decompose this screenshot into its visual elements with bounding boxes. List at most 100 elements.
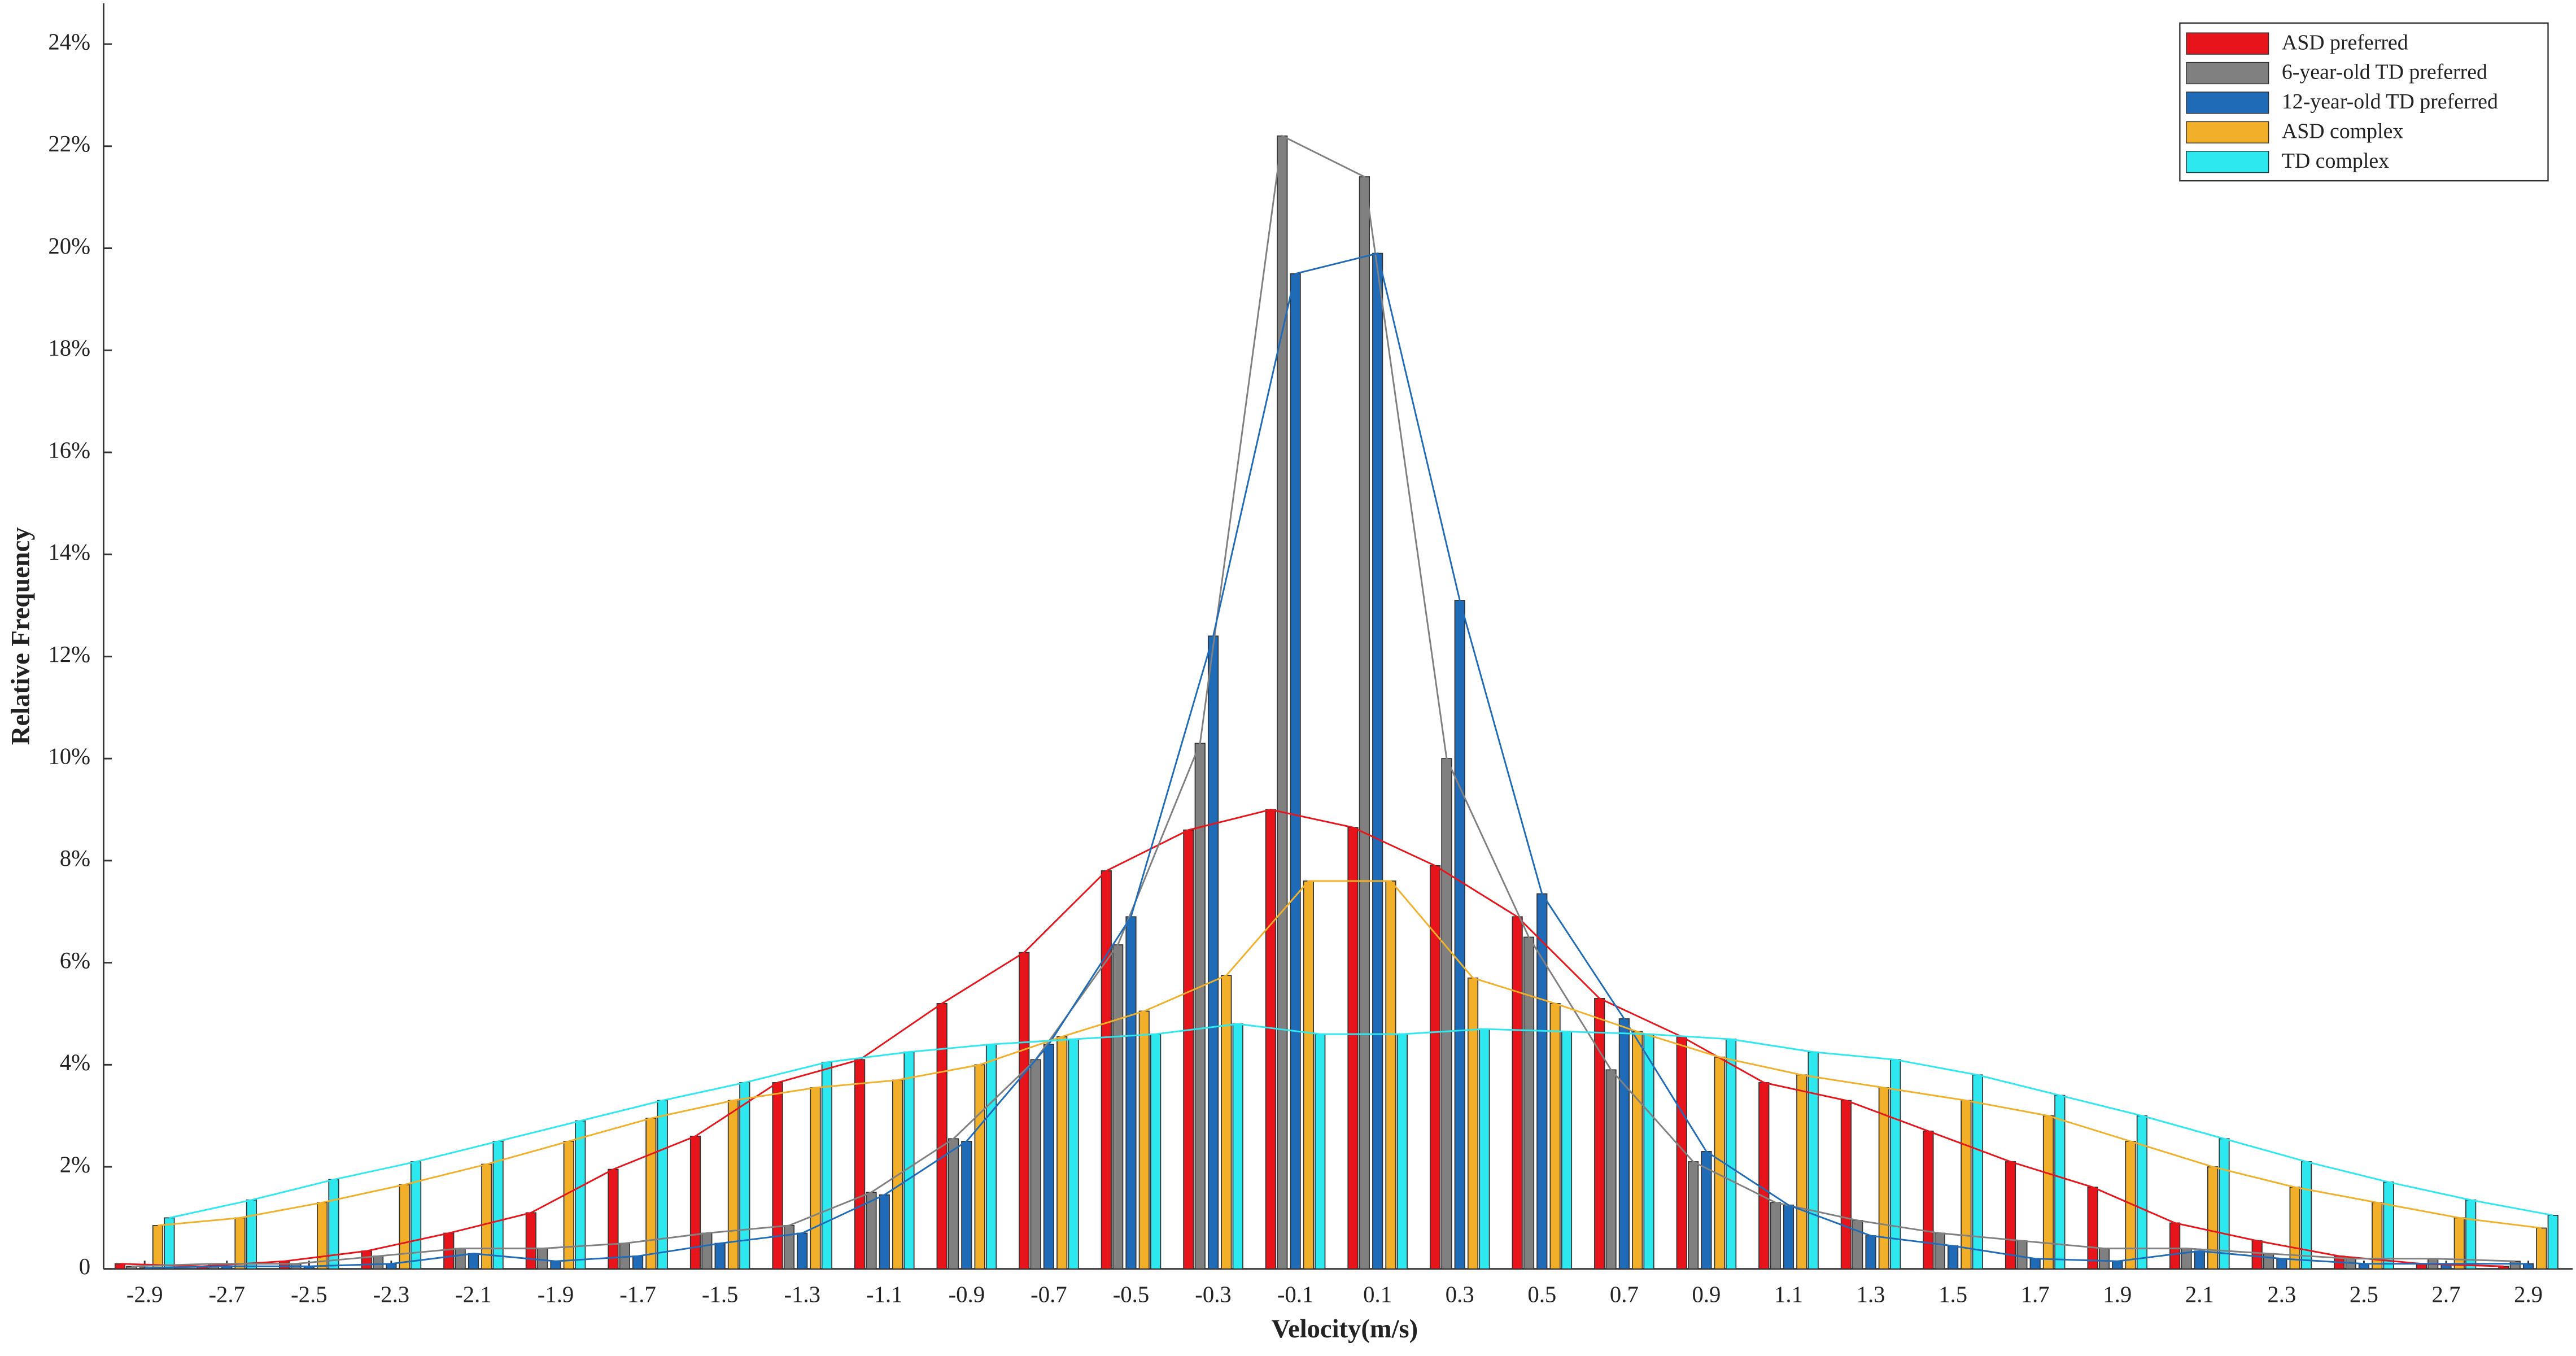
bar [1221, 975, 1232, 1270]
x-tick-label: 0.5 [1527, 1282, 1556, 1307]
x-tick-label: 1.7 [2021, 1282, 2050, 1307]
bar [537, 1248, 548, 1270]
bar [152, 1225, 164, 1270]
series-line [120, 809, 2504, 1267]
bar [1467, 977, 1479, 1270]
bar [1303, 880, 1314, 1270]
bar [1632, 1031, 1643, 1270]
bar [1890, 1059, 1901, 1270]
bar [2465, 1199, 2477, 1270]
series-line [145, 252, 2529, 1269]
bar [1643, 1034, 1654, 1270]
x-tick-label: -0.3 [1195, 1282, 1232, 1307]
bar [1561, 1031, 1573, 1270]
bar [1043, 1044, 1055, 1270]
bar [772, 1082, 783, 1270]
bar [797, 1232, 808, 1270]
bar [1618, 1018, 1630, 1270]
legend-swatch [2186, 121, 2269, 143]
y-tick-label: 0 [79, 1254, 90, 1279]
bar [1512, 916, 1523, 1270]
y-tick-label: 10% [48, 744, 90, 769]
bar [1605, 1069, 1617, 1270]
bar [1347, 827, 1359, 1270]
x-tick-label: 0.3 [1446, 1282, 1474, 1307]
bar [2169, 1222, 2181, 1270]
y-tick-label: 8% [60, 845, 90, 871]
bar [2042, 1115, 2054, 1270]
bar [1852, 1220, 1863, 1270]
series-line [169, 1023, 2553, 1219]
bar [1948, 1245, 1959, 1270]
bar [2536, 1227, 2547, 1270]
bar [2251, 1240, 2263, 1270]
bar [481, 1163, 492, 1270]
x-tick-label: 2.5 [2350, 1282, 2378, 1307]
legend-label: 12-year-old TD preferred [2282, 90, 2498, 114]
x-tick-label: -0.1 [1277, 1282, 1314, 1307]
bar [689, 1135, 701, 1270]
y-tick-label: 6% [60, 948, 90, 973]
bar [1315, 1034, 1326, 1270]
legend-swatch [2186, 32, 2269, 55]
legend-label: 6-year-old TD preferred [2282, 60, 2487, 84]
y-tick-label: 16% [48, 437, 90, 463]
bar [2276, 1258, 2287, 1270]
bar [1019, 952, 1030, 1270]
bar [879, 1194, 890, 1270]
x-axis-label: Velocity(m/s) [1272, 1315, 1418, 1344]
bar [961, 1140, 972, 1270]
bar [1770, 1202, 1781, 1270]
series-line [131, 134, 2516, 1267]
x-tick-label: -0.9 [949, 1282, 985, 1307]
bar [1549, 1003, 1561, 1270]
legend-swatch [2186, 91, 2269, 114]
bar [1265, 809, 1277, 1270]
x-tick-label: -0.7 [1031, 1282, 1067, 1307]
bar [2219, 1138, 2230, 1270]
y-tick-label: 22% [48, 131, 90, 156]
bar [974, 1064, 985, 1270]
bar [1840, 1100, 1852, 1270]
bar [1934, 1232, 1945, 1270]
bar [455, 1248, 466, 1270]
bar [550, 1261, 561, 1270]
legend-label: ASD preferred [2282, 30, 2408, 54]
x-tick-label: -1.9 [538, 1282, 574, 1307]
x-tick-label: -2.7 [208, 1282, 245, 1307]
x-tick-label: 0.1 [1363, 1282, 1392, 1307]
bar [1429, 865, 1441, 1270]
x-tick-label: -1.5 [702, 1282, 739, 1307]
bar [1150, 1034, 1162, 1270]
bar [2112, 1261, 2123, 1270]
bar [645, 1118, 657, 1270]
bar [1796, 1074, 1807, 1270]
bar [701, 1232, 713, 1270]
bar [2289, 1187, 2300, 1270]
x-tick-label: -1.1 [866, 1282, 903, 1307]
bar [1372, 252, 1383, 1270]
bar [1783, 1204, 1795, 1270]
legend-label: ASD complex [2282, 119, 2404, 143]
y-tick-label: 20% [48, 233, 90, 259]
bar [1961, 1100, 1972, 1270]
bar [2300, 1161, 2312, 1270]
bar [1536, 893, 1548, 1270]
bar [525, 1212, 536, 1270]
bar [714, 1242, 726, 1270]
bar [1232, 1023, 1243, 1270]
bar [985, 1044, 997, 1270]
bar [2263, 1253, 2274, 1270]
x-tick-label: -2.3 [373, 1282, 410, 1307]
bar [1207, 635, 1219, 1270]
bar [2005, 1161, 2016, 1270]
bar [1125, 916, 1137, 1270]
bar [727, 1100, 739, 1270]
bar [608, 1168, 619, 1270]
x-tick-label: 0.9 [1692, 1282, 1721, 1307]
bar [2509, 1261, 2521, 1270]
bar [1359, 176, 1370, 1270]
y-axis-label: Relative Frequency [6, 527, 35, 745]
